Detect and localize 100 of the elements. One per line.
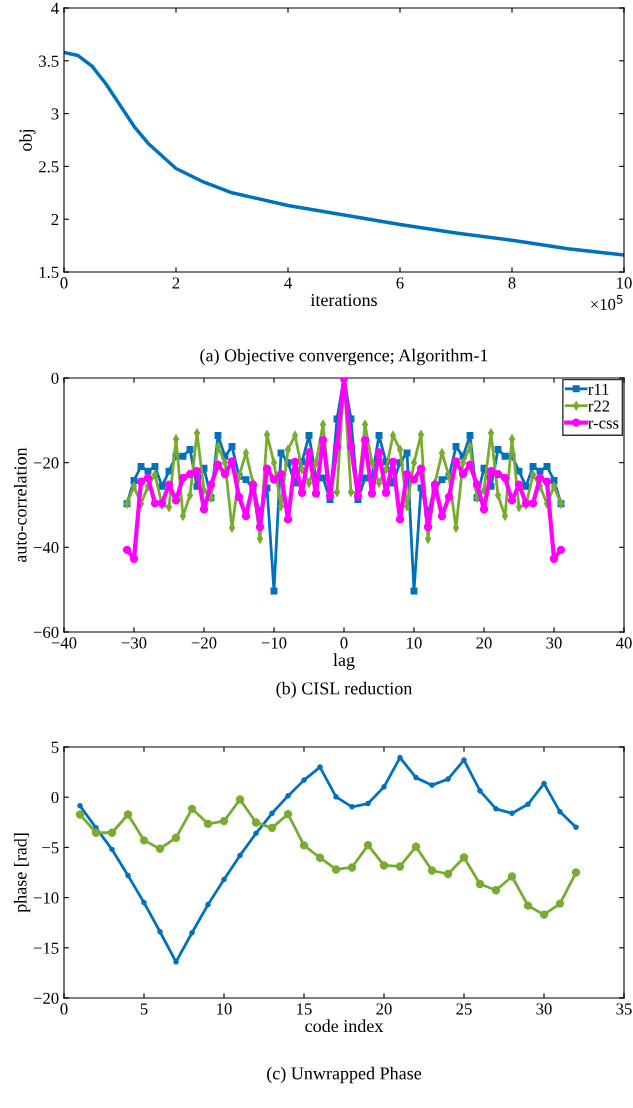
point	[269, 810, 275, 817]
point	[445, 776, 451, 782]
x-tick-label: 10	[217, 1003, 232, 1015]
y-tick-label: 1.5	[39, 266, 59, 279]
x-tick-label: 35	[616, 1003, 632, 1015]
point	[525, 801, 531, 808]
point	[395, 862, 405, 871]
text: (c) Unwrapped Phase	[267, 1066, 422, 1084]
y-axis-title: obj	[19, 130, 36, 151]
x-axis-title: lag	[333, 653, 355, 670]
y-tick-label: −20	[33, 992, 59, 1004]
x-tick-label: 0	[340, 637, 348, 649]
point	[139, 836, 149, 845]
point	[557, 809, 563, 815]
x-tick-label: 40	[615, 637, 632, 649]
point	[507, 872, 517, 881]
point	[493, 806, 499, 812]
y-tick-label: −10	[33, 892, 59, 904]
x-tick-label: 0	[60, 277, 68, 289]
y-tick-label: 0	[51, 372, 59, 384]
text: ×10$^{5}$	[591, 295, 623, 311]
point	[461, 757, 467, 763]
x-axis-title: iterations	[310, 293, 377, 307]
point	[109, 846, 115, 853]
x-tick-label: 10	[407, 637, 422, 649]
point	[427, 866, 437, 875]
point	[475, 879, 485, 889]
point	[205, 901, 211, 908]
point	[459, 853, 469, 862]
point	[203, 819, 213, 828]
x-axis-title: code index	[305, 1019, 384, 1033]
point	[301, 777, 307, 783]
y-tick-label: −20	[33, 457, 59, 469]
point	[299, 841, 309, 850]
x-tick-label: 6	[396, 277, 404, 289]
point	[141, 899, 147, 906]
point	[397, 754, 403, 761]
y-tick-label: 0	[51, 791, 59, 804]
point	[541, 780, 547, 787]
x-tick-label: 30	[546, 637, 562, 649]
point	[285, 793, 291, 799]
point	[363, 840, 373, 850]
x-tick-label: −30	[121, 637, 147, 649]
point	[123, 810, 133, 819]
point	[107, 828, 117, 837]
y-tick-label: 4	[51, 2, 59, 14]
point	[187, 804, 197, 814]
x-tick-label: 4	[284, 277, 292, 289]
point	[413, 774, 419, 781]
point	[573, 824, 579, 831]
x-tick-label: 2	[172, 277, 180, 289]
point	[349, 804, 355, 810]
y-tick-label: −40	[33, 542, 59, 554]
point	[381, 784, 387, 790]
point	[443, 869, 453, 879]
y-tick-label: 3.5	[39, 55, 59, 67]
point	[219, 816, 229, 826]
point	[221, 876, 227, 883]
x-tick-label: −20	[191, 637, 217, 649]
y-tick-label: −5	[42, 842, 59, 854]
x-tick-label: 5	[140, 1003, 148, 1015]
point	[571, 868, 581, 877]
point	[429, 782, 435, 788]
y-tick-label: 5	[51, 741, 59, 753]
point	[509, 810, 515, 817]
point	[331, 865, 341, 874]
point	[347, 863, 357, 872]
point	[77, 803, 83, 809]
point	[237, 852, 243, 859]
line-series	[64, 50, 624, 257]
point	[253, 830, 259, 837]
y-tick-label: −60	[33, 626, 59, 638]
point	[75, 810, 85, 819]
point	[267, 823, 277, 832]
x-tick-label: −10	[261, 637, 287, 649]
y-tick-label: 2.5	[39, 161, 59, 173]
point	[157, 928, 163, 935]
point	[333, 794, 339, 800]
point	[411, 842, 421, 851]
point	[365, 800, 371, 807]
point	[379, 861, 389, 870]
legend-label: r-css	[588, 420, 619, 429]
x-tick-label: 0	[60, 1003, 68, 1015]
x-tick-label: 8	[508, 277, 516, 289]
point	[555, 899, 565, 908]
point	[251, 818, 261, 827]
point	[235, 795, 245, 804]
x-tick-label: 20	[476, 637, 492, 649]
text: (a) Objective convergence; Algorithm-1	[200, 348, 488, 366]
point	[317, 764, 323, 770]
y-tick-label: 3	[51, 108, 59, 120]
x-tick-label: 30	[536, 1003, 552, 1015]
y-tick-label: 2	[51, 213, 59, 225]
legend-label: r11	[588, 383, 609, 395]
y-axis-title: auto-correlation	[13, 447, 27, 563]
point	[523, 901, 533, 910]
point	[91, 828, 101, 837]
point	[171, 833, 181, 842]
x-tick-label: 15	[297, 1003, 312, 1015]
x-tick-label: 25	[456, 1003, 472, 1015]
